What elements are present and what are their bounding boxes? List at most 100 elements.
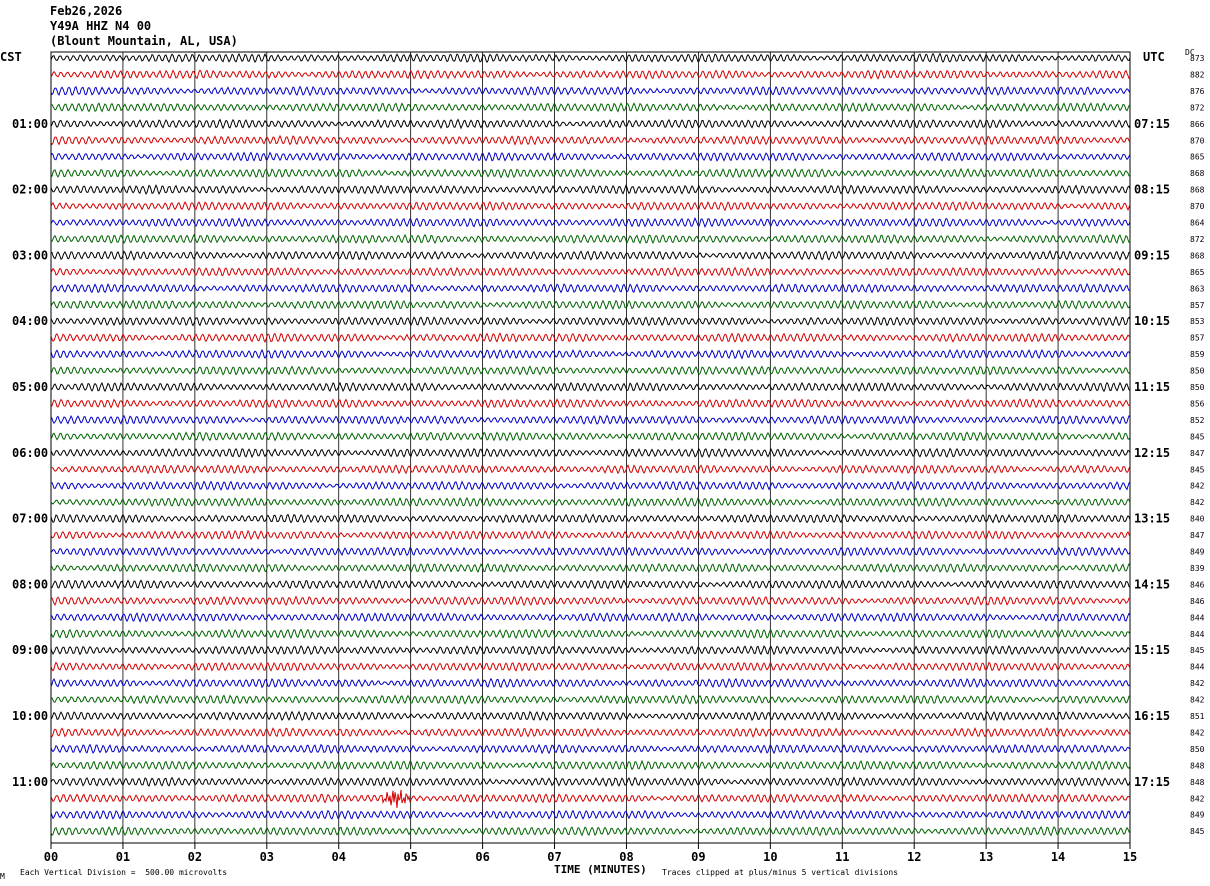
dc-offset-label: 850 — [1190, 367, 1205, 376]
right-hour-label: 10:15 — [1134, 314, 1170, 328]
seismic-trace — [50, 233, 1131, 245]
left-hour-label: 11:00 — [12, 775, 48, 789]
dc-offset-label: 876 — [1190, 87, 1205, 96]
dc-offset-label: 847 — [1190, 449, 1205, 458]
dc-offset-label: 850 — [1190, 745, 1205, 754]
dc-offset-label: 839 — [1190, 564, 1205, 573]
dc-offset-label: 864 — [1190, 219, 1205, 228]
right-hour-label: 07:15 — [1134, 117, 1170, 131]
seismic-trace — [50, 282, 1131, 294]
dc-offset-label: 846 — [1190, 597, 1205, 606]
dc-offset-label: 840 — [1190, 515, 1205, 524]
seismic-trace — [50, 529, 1131, 541]
right-hour-label: 08:15 — [1134, 183, 1170, 197]
x-tick-label: 05 — [403, 850, 417, 864]
dc-offset-label: 863 — [1190, 284, 1205, 293]
dc-offset-label: 842 — [1190, 728, 1205, 737]
right-hour-label: 13:15 — [1134, 512, 1170, 526]
dc-offset-label: 845 — [1190, 465, 1205, 474]
dc-offset-label: 844 — [1190, 663, 1205, 672]
x-tick-label: 08 — [619, 850, 633, 864]
left-hour-label: 10:00 — [12, 709, 48, 723]
seismic-trace — [50, 694, 1131, 705]
seismic-trace — [50, 332, 1131, 344]
right-hour-label: 09:15 — [1134, 248, 1170, 262]
dc-offset-label: 866 — [1190, 120, 1205, 129]
dc-offset-label: 849 — [1190, 548, 1205, 557]
x-tick-label: 12 — [907, 850, 921, 864]
seismic-trace — [50, 562, 1131, 574]
dc-offset-label: 857 — [1190, 334, 1205, 343]
x-tick-label: 09 — [691, 850, 705, 864]
dc-offset-label: 848 — [1190, 761, 1205, 770]
x-tick-label: 13 — [979, 850, 993, 864]
x-tick-label: 02 — [188, 850, 202, 864]
seismic-trace — [50, 52, 1131, 64]
seismic-trace — [50, 789, 1131, 808]
seismic-trace — [50, 776, 1131, 788]
dc-offset-label: 870 — [1190, 136, 1205, 145]
left-hour-label: 09:00 — [12, 643, 48, 657]
seismic-trace — [50, 611, 1131, 623]
seismic-trace — [50, 579, 1131, 590]
seismic-trace — [50, 825, 1131, 837]
seismic-trace — [51, 381, 1131, 393]
seismic-trace — [50, 167, 1131, 179]
x-tick-label: 11 — [835, 850, 849, 864]
seismic-trace — [50, 398, 1131, 409]
dc-offset-label: 872 — [1190, 103, 1205, 112]
dc-offset-label: 842 — [1190, 679, 1205, 688]
right-hour-label: 12:15 — [1134, 446, 1170, 460]
left-hour-label: 05:00 — [12, 380, 48, 394]
dc-header: DC — [1185, 48, 1195, 57]
seismic-trace — [50, 69, 1131, 80]
left-hour-label: 08:00 — [12, 577, 48, 591]
seismic-trace — [50, 628, 1131, 640]
dc-offset-label: 844 — [1190, 630, 1205, 639]
dc-offset-label: 859 — [1190, 350, 1205, 359]
dc-offset-label: 848 — [1190, 778, 1205, 787]
dc-offset-label: 846 — [1190, 580, 1205, 589]
right-hour-label: 11:15 — [1134, 380, 1170, 394]
left-hour-label: 02:00 — [12, 183, 48, 197]
dc-offset-label: 842 — [1190, 696, 1205, 705]
dc-offset-label: 845 — [1190, 646, 1205, 655]
x-tick-label: 06 — [475, 850, 489, 864]
seismic-trace — [50, 365, 1131, 377]
seismic-trace — [50, 184, 1131, 195]
dc-offset-label: 865 — [1190, 153, 1205, 162]
seismic-trace — [50, 809, 1131, 820]
x-tick-label: 15 — [1123, 850, 1137, 864]
left-hour-label: 06:00 — [12, 446, 48, 460]
left-hour-label: 07:00 — [12, 512, 48, 526]
dc-offset-label: 842 — [1190, 498, 1205, 507]
x-tick-label: 03 — [260, 850, 274, 864]
x-axis-label: TIME (MINUTES) — [554, 863, 647, 876]
left-hour-label: 01:00 — [12, 117, 48, 131]
dc-offset-label: 865 — [1190, 268, 1205, 277]
seismic-trace — [50, 447, 1131, 459]
left-hour-label: 04:00 — [12, 314, 48, 328]
dc-offset-label: 849 — [1190, 811, 1205, 820]
seismic-trace — [50, 661, 1131, 672]
seismic-trace — [50, 217, 1131, 228]
plot-date: Feb26,2026 — [50, 4, 123, 18]
clip-note: Traces clipped at plus/minus 5 vertical … — [662, 868, 899, 877]
dc-offset-label: 868 — [1190, 169, 1205, 178]
seismic-trace — [50, 759, 1131, 771]
seismic-trace — [50, 118, 1131, 130]
seismic-trace — [50, 85, 1131, 97]
dc-offset-label: 850 — [1190, 383, 1205, 392]
seismic-trace — [50, 348, 1131, 360]
seismic-trace — [50, 595, 1131, 607]
x-tick-label: 00 — [44, 850, 58, 864]
x-tick-label: 14 — [1051, 850, 1065, 864]
seismic-trace — [50, 710, 1131, 722]
corner-mark: M — [0, 872, 5, 881]
seismic-trace — [50, 315, 1131, 327]
seismic-trace — [50, 134, 1131, 146]
dc-offset-label: 882 — [1190, 70, 1205, 79]
left-hour-label: 03:00 — [12, 248, 48, 262]
seismic-trace — [50, 677, 1131, 689]
